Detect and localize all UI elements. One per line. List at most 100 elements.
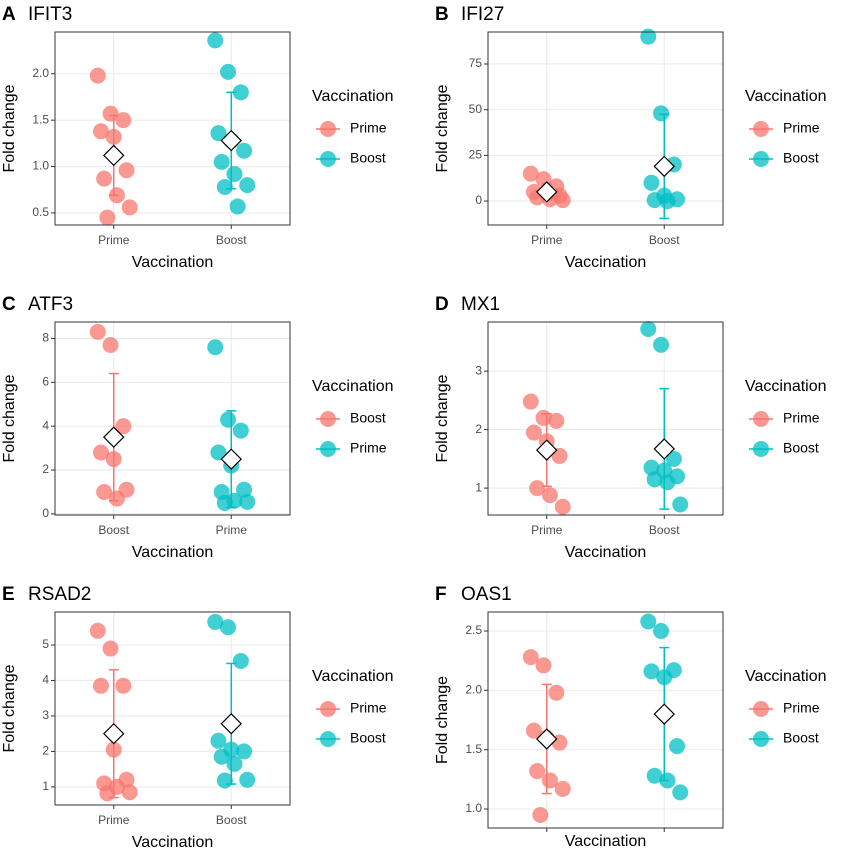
panel-tag: C xyxy=(2,294,16,315)
point xyxy=(541,772,558,789)
x-tick-label: Prime xyxy=(531,233,563,247)
point xyxy=(646,767,663,784)
legend-label: Boost xyxy=(783,440,819,456)
point xyxy=(115,418,132,435)
point xyxy=(102,337,119,354)
x-tick-label: Boost xyxy=(649,233,680,247)
y-tick-label: 1 xyxy=(475,480,482,494)
mean-diamond xyxy=(220,448,242,470)
point xyxy=(535,409,552,426)
point xyxy=(548,412,565,429)
point xyxy=(232,652,249,669)
y-tick-label: 1.0 xyxy=(32,159,49,173)
panel-title: MX1 xyxy=(461,294,500,315)
mean-diamond xyxy=(220,713,242,735)
mean-diamond xyxy=(103,426,125,448)
legend-title: Vaccination xyxy=(745,88,827,105)
x-axis-title: Vaccination xyxy=(565,833,647,850)
point xyxy=(102,640,119,657)
legend-title: Vaccination xyxy=(745,668,827,685)
panel-tag: F xyxy=(435,584,447,605)
point xyxy=(659,474,676,491)
x-tick-label: Prime xyxy=(216,523,248,537)
plot-area xyxy=(488,612,723,828)
mean-diamond xyxy=(536,439,558,461)
plot-area xyxy=(55,322,290,515)
panel-tag: B xyxy=(435,4,449,25)
point xyxy=(108,187,125,204)
point xyxy=(102,105,119,122)
plot-border xyxy=(487,611,724,829)
y-axis-title: Fold change xyxy=(434,84,451,172)
y-tick-label: 2.0 xyxy=(465,683,482,697)
point xyxy=(554,780,571,797)
point xyxy=(525,722,542,739)
panel-title: OAS1 xyxy=(461,584,512,605)
point xyxy=(239,177,256,194)
point xyxy=(232,422,249,439)
plot-area xyxy=(55,32,290,225)
legend-label: Prime xyxy=(350,700,387,716)
point xyxy=(220,63,237,80)
point xyxy=(529,763,546,780)
point xyxy=(92,123,109,140)
legend-dot xyxy=(320,151,336,167)
point xyxy=(656,669,673,686)
y-tick-label: 2 xyxy=(42,462,49,476)
legend-label: Boost xyxy=(783,150,819,166)
point xyxy=(236,481,253,498)
legend-title: Vaccination xyxy=(312,378,394,395)
plot-border xyxy=(54,321,291,516)
x-axis-title: Vaccination xyxy=(132,254,214,271)
y-axis-title: Fold change xyxy=(434,676,451,764)
point xyxy=(659,772,676,789)
y-tick-label: 1 xyxy=(42,779,49,793)
y-tick-label: 4 xyxy=(42,418,49,432)
y-tick-label: 25 xyxy=(469,148,483,162)
point xyxy=(672,784,689,801)
point xyxy=(522,649,539,666)
point xyxy=(216,772,233,789)
plot-border xyxy=(487,321,724,516)
legend-dot xyxy=(753,731,769,747)
y-tick-label: 6 xyxy=(42,374,49,388)
mean-diamond xyxy=(653,155,675,178)
point xyxy=(105,741,122,758)
x-tick-label: Prime xyxy=(98,233,130,247)
point xyxy=(646,471,663,488)
y-tick-label: 3 xyxy=(42,708,49,722)
mean-diamond xyxy=(536,181,558,203)
panel-title: IFI27 xyxy=(461,4,504,25)
plot-area xyxy=(488,322,723,515)
point xyxy=(96,170,113,187)
point xyxy=(672,496,689,513)
point xyxy=(115,677,132,694)
y-axis-title: Fold change xyxy=(1,84,18,172)
point xyxy=(529,480,546,497)
point xyxy=(548,684,565,701)
legend-dot xyxy=(320,411,336,427)
point xyxy=(99,785,116,802)
point xyxy=(640,28,657,45)
y-tick-label: 0.5 xyxy=(32,205,49,219)
y-tick-label: 1.0 xyxy=(465,801,482,815)
point xyxy=(207,613,224,630)
point xyxy=(229,198,246,215)
y-tick-label: 2 xyxy=(475,422,482,436)
point xyxy=(226,165,243,182)
y-axis-title: Fold change xyxy=(434,374,451,462)
point xyxy=(115,112,132,129)
x-axis-title: Vaccination xyxy=(565,544,647,561)
panel-title: RSAD2 xyxy=(28,584,91,605)
legend-dot xyxy=(753,701,769,717)
x-axis-title: Vaccination xyxy=(132,544,214,561)
plot-area xyxy=(55,612,290,805)
legend-label: Boost xyxy=(350,730,386,746)
y-tick-label: 2.5 xyxy=(465,623,482,637)
point xyxy=(232,84,249,101)
point xyxy=(653,622,670,639)
x-axis-title: Vaccination xyxy=(565,254,647,271)
legend-dot xyxy=(753,151,769,167)
point xyxy=(239,771,256,788)
